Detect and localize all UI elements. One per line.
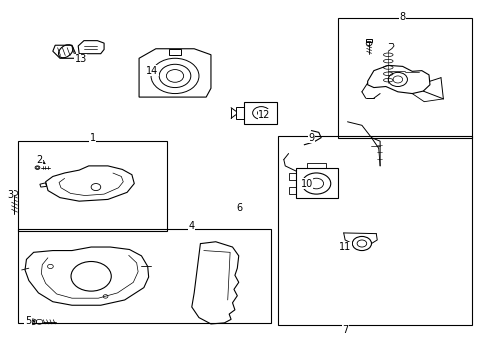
Text: 10: 10 [300, 179, 312, 189]
Text: 7: 7 [341, 325, 347, 335]
Text: 12: 12 [258, 110, 270, 120]
Bar [18, 229, 271, 323]
Text: 2: 2 [36, 154, 42, 165]
Text: 11: 11 [338, 242, 350, 252]
Text: 14: 14 [146, 66, 158, 76]
Text: 1: 1 [89, 133, 96, 143]
Text: 4: 4 [188, 221, 194, 231]
Text: 5: 5 [25, 316, 31, 326]
Text: 13: 13 [74, 54, 86, 64]
Bar [18, 141, 166, 231]
Text: 8: 8 [399, 12, 405, 22]
Text: 6: 6 [236, 203, 242, 213]
Text: 9: 9 [308, 133, 314, 143]
Text: 3: 3 [7, 190, 14, 200]
Bar [278, 136, 471, 325]
Bar [337, 18, 471, 138]
